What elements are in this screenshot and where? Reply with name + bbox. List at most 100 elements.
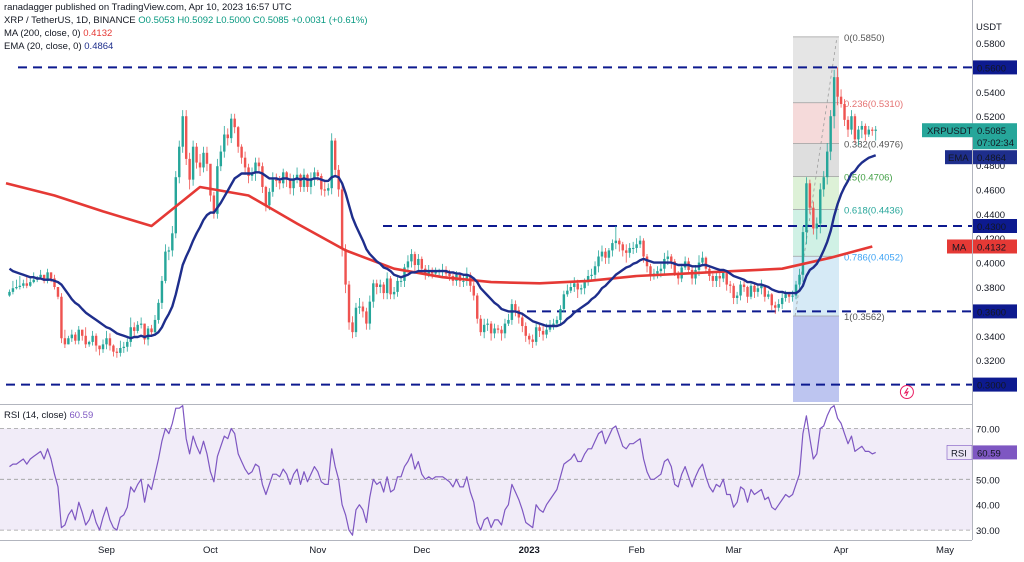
fib-label-0.382: 0.382(0.4976)	[844, 140, 903, 151]
level-tag-bg	[973, 377, 1017, 392]
candle-body	[399, 280, 403, 282]
rsi-legend[interactable]: RSI (14, close) 60.59	[4, 410, 93, 421]
price-axis[interactable]: USDT 0.5800 0.5400 0.5200 0.4800 0.4600 0.4400…	[976, 22, 1005, 537]
rsi-band	[0, 428, 972, 531]
candle-body	[701, 257, 704, 263]
indicator-lines	[5, 154, 877, 536]
candle-body	[81, 329, 84, 336]
candle-body	[631, 247, 635, 249]
candle-body	[635, 244, 638, 248]
candle-body	[361, 306, 365, 312]
candle-body	[604, 251, 607, 258]
candle-body	[327, 188, 330, 191]
candle-body	[742, 284, 746, 287]
fib-label-1: 1(0.3562)	[844, 312, 885, 323]
candle-body	[770, 294, 773, 306]
candle-body	[780, 297, 784, 305]
candle-body	[150, 328, 153, 333]
candle-body	[819, 189, 822, 224]
ma-legend-label: MA (200, close, 0)	[4, 28, 81, 39]
candle-body	[760, 285, 763, 289]
candle-body	[825, 151, 829, 178]
time-axis[interactable]: Sep Oct Nov Dec 2023 Feb Mar Apr May	[98, 545, 954, 556]
ema-legend[interactable]: EMA (20, close, 0) 0.4864	[4, 41, 113, 52]
candle-body	[379, 284, 382, 287]
candle-body	[562, 294, 566, 309]
price-tick: 0.4400	[976, 210, 1005, 221]
candle-body	[247, 167, 250, 176]
candle-body	[271, 179, 275, 192]
candle-body	[659, 268, 663, 272]
candle-body	[500, 329, 503, 334]
candle-body	[486, 323, 489, 325]
time-tick: Mar	[725, 545, 741, 556]
horizontal-levels[interactable]	[6, 66, 972, 386]
candle-body	[874, 129, 877, 131]
symbol-title: XRP / TetherUS, 1D, BINANCE	[4, 15, 136, 26]
ema-tag-label: EMA	[948, 153, 969, 164]
candle-body	[739, 284, 742, 296]
candle-body	[590, 274, 593, 277]
ema-legend-label: EMA (20, close, 0)	[4, 41, 82, 52]
candle-body	[132, 327, 136, 331]
candle-body	[579, 288, 583, 290]
candle-body	[711, 276, 715, 281]
price-tick: 0.3800	[976, 283, 1005, 294]
time-tick: May	[936, 545, 954, 556]
fib-zone-0	[793, 36, 839, 103]
candle-body	[576, 283, 579, 290]
candle-body	[385, 278, 389, 294]
level-tag-value: 0.4300	[977, 222, 1006, 233]
candle-body	[98, 345, 101, 350]
ma-tag-bg	[947, 239, 972, 254]
candle-body	[223, 134, 226, 152]
candle-body	[105, 338, 108, 345]
candle-body	[846, 119, 850, 130]
candle-body	[541, 330, 545, 335]
candle-body	[264, 186, 268, 206]
candle-body	[722, 272, 725, 279]
rsi-tick: 70.00	[976, 425, 1000, 436]
candle-body	[302, 174, 306, 187]
candle-body	[552, 323, 555, 325]
candle-body	[528, 335, 531, 340]
candle-body	[403, 267, 406, 281]
candle-body	[559, 308, 562, 320]
candlesticks	[8, 67, 877, 358]
candle-body	[70, 334, 74, 339]
candle-body	[94, 335, 98, 346]
candle-body	[42, 274, 46, 281]
candle-body	[39, 274, 42, 278]
ma-legend[interactable]: MA (200, close, 0) 0.4132	[4, 28, 112, 39]
fib-label-0.618: 0.618(0.4436)	[844, 205, 903, 216]
level-tag-bg	[973, 219, 1017, 233]
fib-zone-1	[793, 102, 839, 144]
candle-body	[316, 172, 320, 176]
candle-body	[330, 140, 333, 189]
candle-body	[212, 195, 216, 214]
candle-body	[493, 328, 496, 334]
candle-body	[340, 189, 344, 250]
candle-body	[91, 335, 94, 342]
candle-body	[157, 302, 160, 320]
candle-body	[257, 162, 261, 167]
candle-body	[794, 284, 798, 296]
candle-body	[188, 158, 191, 180]
candle-body	[815, 223, 819, 229]
level-tag-value: 0.3000	[977, 381, 1006, 392]
candle-body	[389, 278, 392, 295]
candle-body	[275, 179, 278, 181]
candle-body	[521, 317, 524, 327]
candle-body	[209, 163, 212, 196]
candle-body	[32, 279, 35, 283]
ma200-line	[5, 182, 873, 285]
candle-body	[829, 116, 832, 152]
last-price-tag-bg	[973, 123, 1017, 150]
ma-tag-label: MA	[952, 242, 967, 253]
candle-body	[18, 285, 22, 287]
candle-body	[240, 146, 243, 158]
candle-body	[753, 285, 756, 292]
publisher-note: ranadagger published on TradingView.com,…	[4, 2, 292, 13]
fibonacci-retracement[interactable]: 0(0.5850) 0.236(0.5310) 0.382(0.4976) 0.5(0…	[793, 33, 903, 402]
